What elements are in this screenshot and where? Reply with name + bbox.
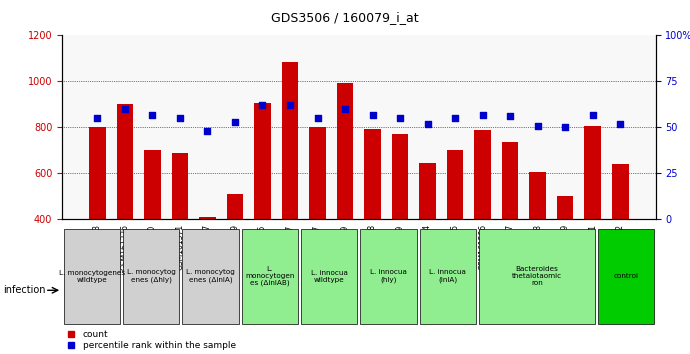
Point xyxy=(175,115,186,121)
Point xyxy=(587,112,598,118)
Bar xyxy=(117,104,133,312)
Text: L. innocua
wildtype: L. innocua wildtype xyxy=(310,270,348,282)
FancyBboxPatch shape xyxy=(360,229,417,324)
Text: GDS3506 / 160079_i_at: GDS3506 / 160079_i_at xyxy=(271,11,419,24)
Bar xyxy=(612,164,629,312)
Bar xyxy=(254,103,270,312)
Point xyxy=(202,128,213,134)
Text: L. monocytog
enes (ΔinlA): L. monocytog enes (ΔinlA) xyxy=(186,269,235,283)
Point xyxy=(230,119,241,125)
Point xyxy=(450,115,461,121)
FancyBboxPatch shape xyxy=(182,229,239,324)
Point xyxy=(312,115,323,121)
Point xyxy=(477,112,488,118)
Text: L. monocytogenes
wildtype: L. monocytogenes wildtype xyxy=(59,270,125,282)
Point xyxy=(395,115,406,121)
Point xyxy=(339,106,351,112)
Point xyxy=(504,114,515,119)
Text: L. innocua
(hly): L. innocua (hly) xyxy=(370,269,407,283)
Bar xyxy=(475,130,491,312)
Point xyxy=(284,103,295,108)
Bar xyxy=(89,127,106,312)
Bar xyxy=(420,163,436,312)
FancyBboxPatch shape xyxy=(241,229,298,324)
FancyBboxPatch shape xyxy=(301,229,357,324)
Bar xyxy=(309,127,326,312)
FancyBboxPatch shape xyxy=(479,229,595,324)
Text: L. innocua
(inlA): L. innocua (inlA) xyxy=(429,269,466,283)
FancyBboxPatch shape xyxy=(420,229,476,324)
Point xyxy=(367,112,378,118)
Point xyxy=(147,112,158,118)
Bar xyxy=(172,153,188,312)
Point xyxy=(257,103,268,108)
Point xyxy=(532,123,543,129)
Text: Bacteroides
thetaiotaomic
ron: Bacteroides thetaiotaomic ron xyxy=(512,266,562,286)
Point xyxy=(560,125,571,130)
Legend: count, percentile rank within the sample: count, percentile rank within the sample xyxy=(67,330,236,350)
Text: control: control xyxy=(613,273,638,279)
Bar xyxy=(529,172,546,312)
FancyBboxPatch shape xyxy=(63,229,120,324)
Bar xyxy=(502,142,518,312)
Bar xyxy=(227,194,243,312)
FancyBboxPatch shape xyxy=(123,229,179,324)
Bar xyxy=(364,129,381,312)
Bar xyxy=(144,150,161,312)
Bar xyxy=(584,126,601,312)
FancyBboxPatch shape xyxy=(598,229,654,324)
Text: L. monocytog
enes (Δhly): L. monocytog enes (Δhly) xyxy=(127,269,175,283)
Bar xyxy=(282,62,298,312)
Bar xyxy=(337,82,353,312)
Bar xyxy=(557,196,573,312)
Bar xyxy=(392,134,408,312)
Point xyxy=(615,121,626,127)
Bar xyxy=(447,150,464,312)
Point xyxy=(119,106,130,112)
Point xyxy=(422,121,433,127)
Point xyxy=(92,115,103,121)
Text: L.
monocytogen
es (ΔinlAB): L. monocytogen es (ΔinlAB) xyxy=(245,266,295,286)
Bar xyxy=(199,217,216,312)
Text: infection: infection xyxy=(3,285,46,295)
